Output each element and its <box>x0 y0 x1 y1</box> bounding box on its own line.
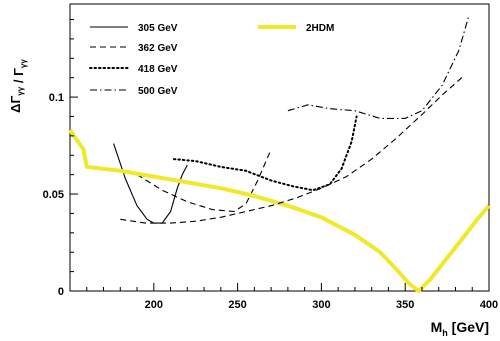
x-tick-label: 200 <box>145 299 163 311</box>
y-tick-label: 0.1 <box>49 92 64 104</box>
y-axis-title: ΔΓγγ / Γγγ <box>8 59 28 113</box>
x-tick-label: 300 <box>312 299 330 311</box>
series-line-500-gev <box>287 15 470 119</box>
axis-layer: 200 250 300 350 400 0 0.05 0.1 <box>43 19 498 311</box>
legend-label: 500 GeV <box>138 86 178 97</box>
series-line-362-gev <box>136 149 272 213</box>
series-line-305-gev <box>113 143 188 224</box>
series-layer <box>68 15 491 293</box>
legend-label: 418 GeV <box>138 64 178 75</box>
legend-label: 2HDM <box>306 23 334 34</box>
y-tick-label: 0 <box>58 286 64 298</box>
x-tick-label: 350 <box>396 299 414 311</box>
x-tick-label: 400 <box>480 299 498 311</box>
series-line-unlabeled-5 <box>120 75 465 224</box>
plot-frame <box>69 3 490 292</box>
legend-label: 362 GeV <box>138 43 178 54</box>
series-line-418-gev <box>172 115 358 192</box>
y-tick-label: 0.05 <box>43 189 64 201</box>
legend: 305 GeV 362 GeV 418 GeV 500 GeV 2HDM <box>89 23 334 97</box>
x-tick-label: 250 <box>228 299 246 311</box>
x-axis-title: Mh [GeV] <box>431 319 489 338</box>
legend-label: 305 GeV <box>138 23 178 34</box>
series-line-2hdm <box>68 128 491 293</box>
